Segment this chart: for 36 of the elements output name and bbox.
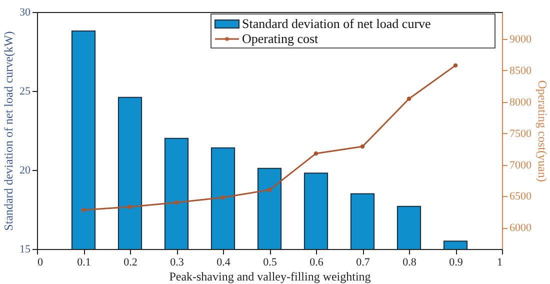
y2-tick-label: 9000 bbox=[510, 34, 532, 46]
point bbox=[360, 144, 365, 149]
point bbox=[314, 151, 318, 156]
point bbox=[220, 195, 226, 200]
x-tick-label: 0.5 bbox=[263, 256, 278, 268]
y2-axis-title: Operating cost(yuan) bbox=[536, 80, 550, 182]
y2-tick-label: 7000 bbox=[510, 159, 532, 172]
point bbox=[174, 200, 179, 205]
point bbox=[406, 96, 412, 101]
y2-tick-label: 6500 bbox=[510, 190, 532, 203]
x-tick-label: 0.2 bbox=[124, 256, 138, 268]
x-tick-label: 0.1 bbox=[77, 256, 91, 268]
point bbox=[81, 208, 86, 212]
legend-label: Standard deviation of net load curve bbox=[242, 16, 432, 31]
legend-label: Operating cost bbox=[242, 31, 319, 46]
x-tick-label: 0.4 bbox=[216, 256, 231, 268]
point bbox=[128, 204, 132, 209]
y2-tick-label: 8000 bbox=[510, 96, 532, 108]
x-tick-label: 0.8 bbox=[402, 256, 417, 268]
x-tick-label: 0.6 bbox=[310, 256, 324, 268]
x-tick-label: 0.3 bbox=[170, 256, 184, 268]
point bbox=[453, 63, 458, 68]
y-tick-label: 25 bbox=[20, 86, 31, 98]
y-tick-label: 20 bbox=[20, 164, 31, 176]
point bbox=[267, 188, 272, 192]
x-tick-label: 0.9 bbox=[449, 256, 464, 268]
x-axis-title: Peak-shaving and valley-filling weighting bbox=[169, 270, 371, 284]
x-tick-label: 0.7 bbox=[356, 256, 370, 268]
y-tick-label: 15 bbox=[20, 244, 31, 256]
y-tick-label: 30 bbox=[20, 6, 31, 18]
x-tick-label: 1 bbox=[497, 256, 502, 268]
y-axis-title: Standard deviation of net load curve(kW) bbox=[2, 31, 16, 231]
x-tick-label: 0 bbox=[38, 256, 44, 268]
y2-tick-label: 8500 bbox=[510, 64, 532, 77]
y2-tick-label: 7500 bbox=[510, 128, 532, 140]
y2-tick-label: 6000 bbox=[510, 222, 532, 234]
